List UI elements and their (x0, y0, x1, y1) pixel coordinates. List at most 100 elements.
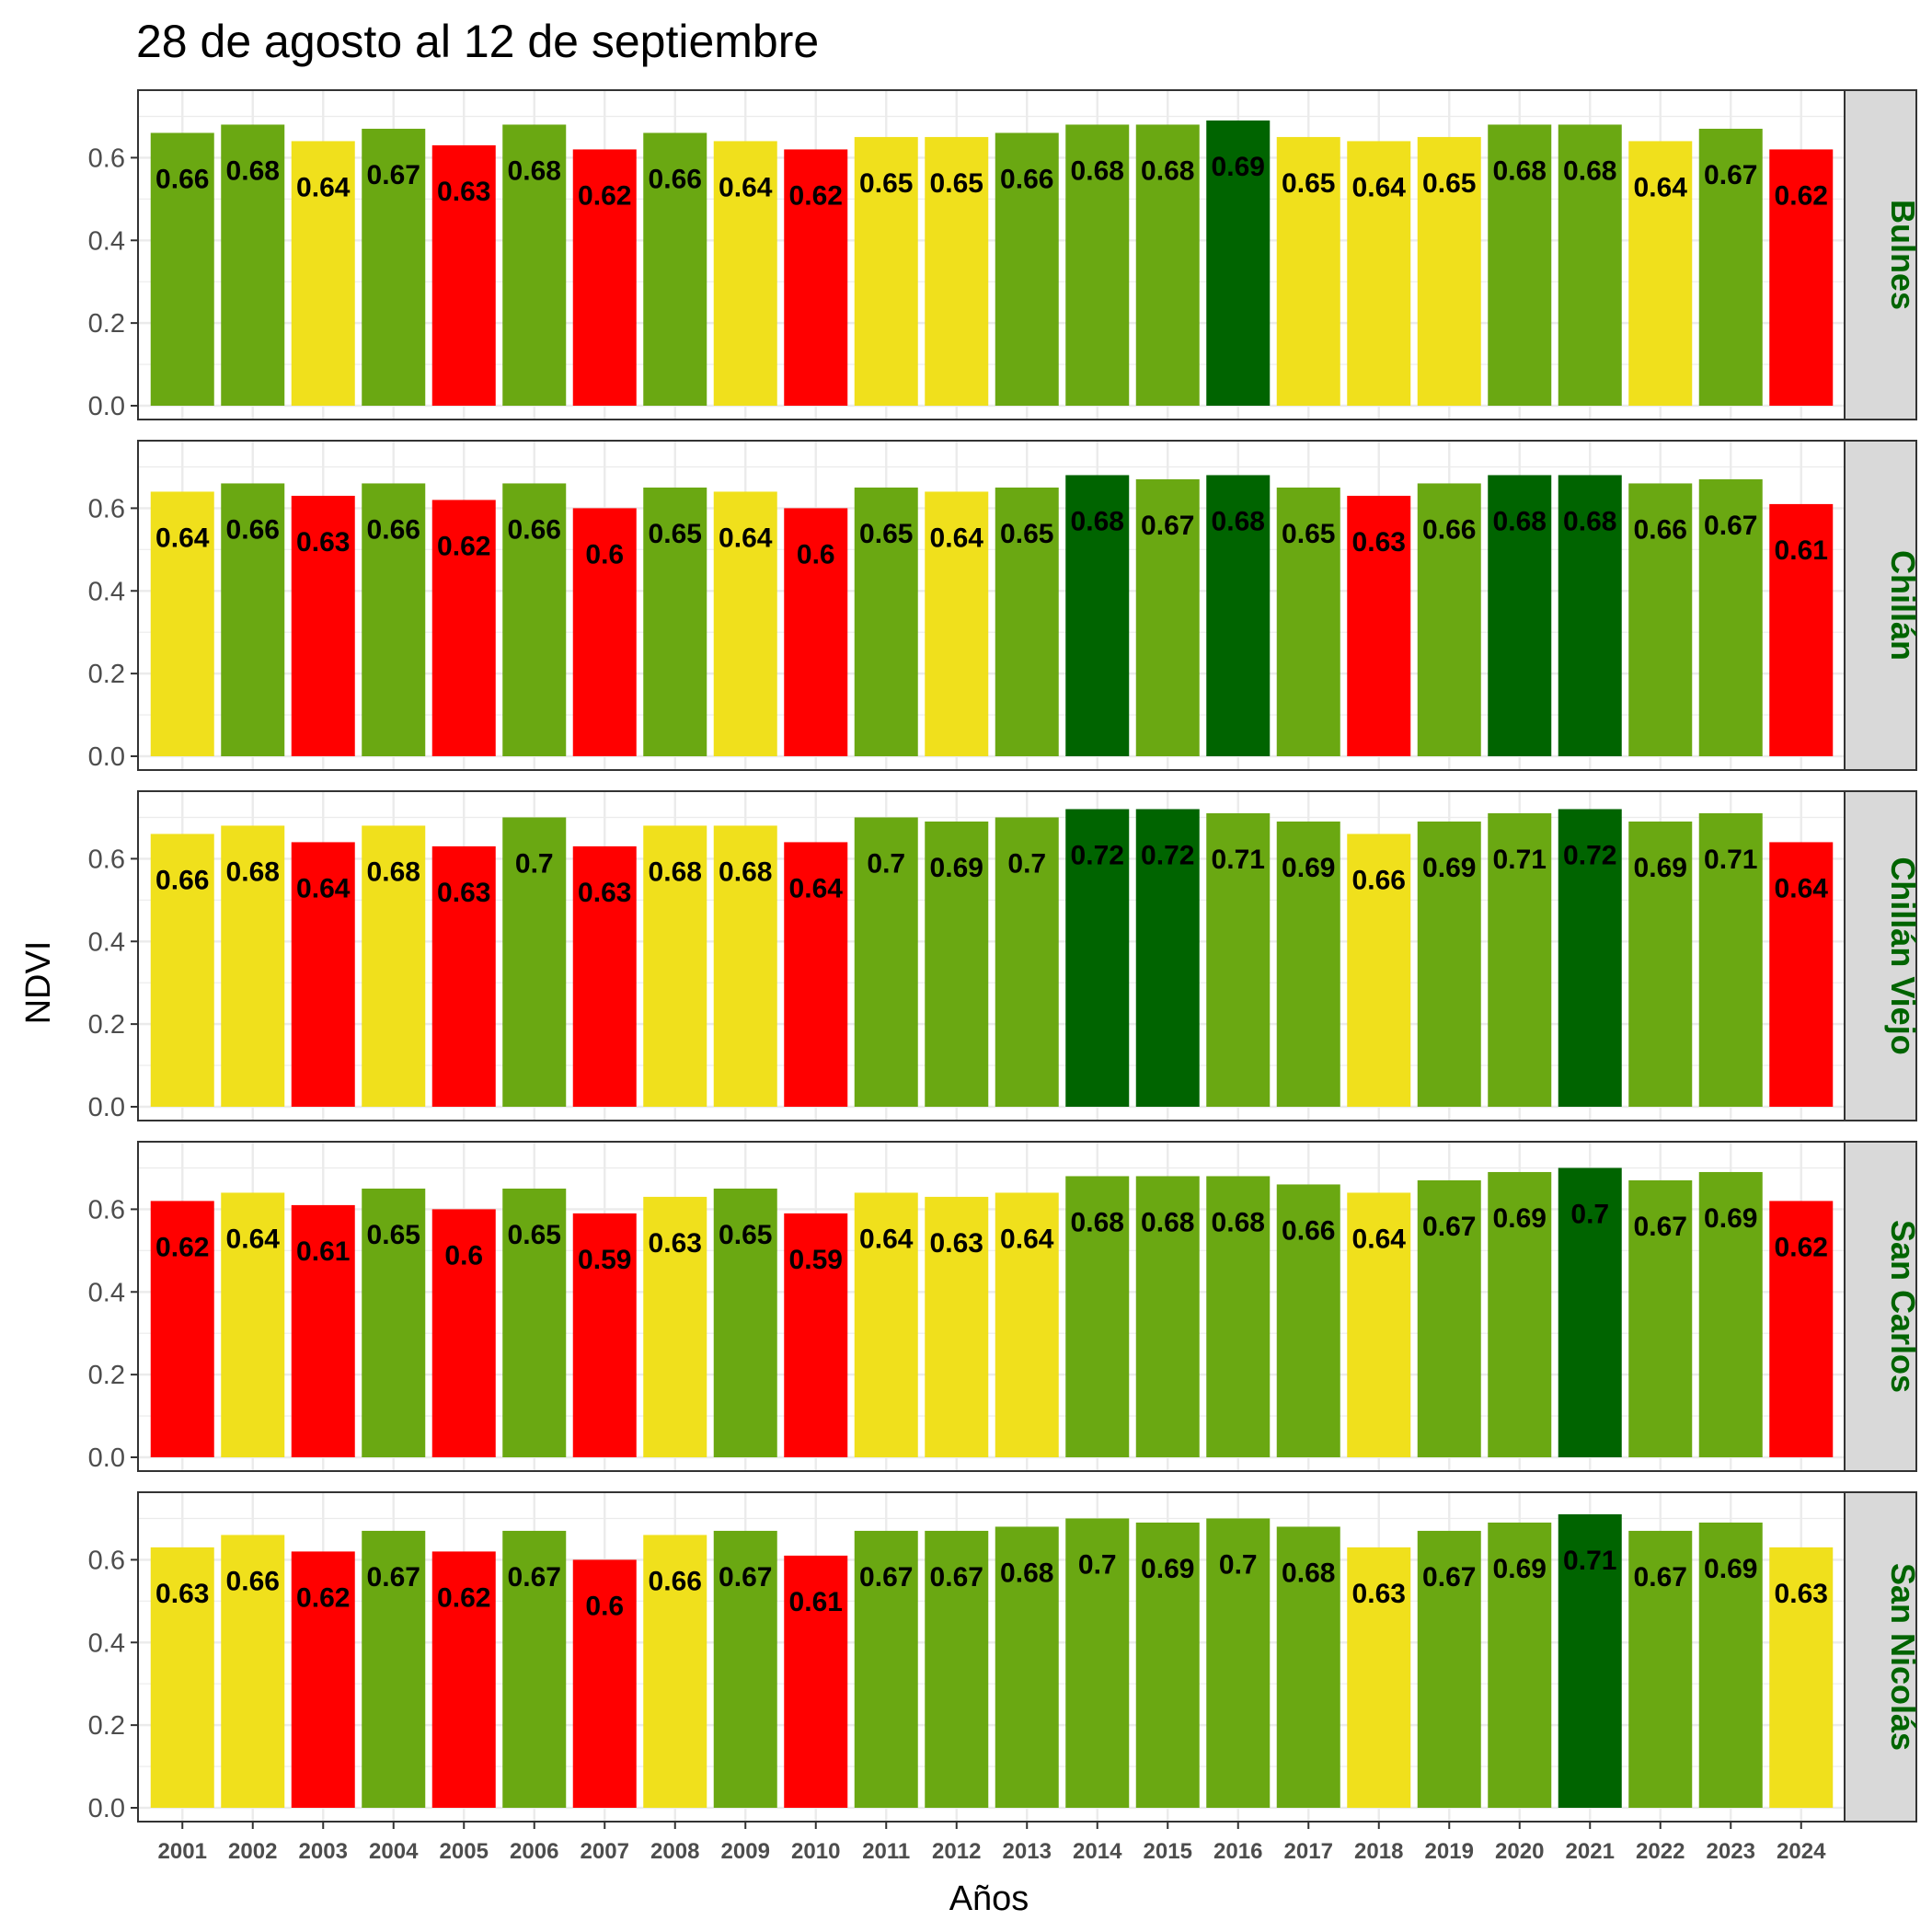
facet-strip-label: San Nicolás (1884, 1563, 1922, 1751)
x-tick-label: 2018 (1354, 1839, 1403, 1864)
facet-strip-label: Chillán Viejo (1884, 857, 1922, 1054)
bar-value-label: 0.67 (1422, 1212, 1476, 1242)
bar (1488, 124, 1552, 406)
bar (221, 1535, 285, 1808)
bar (1698, 478, 1763, 756)
bar-value-label: 0.64 (930, 523, 984, 553)
bar (1135, 124, 1200, 406)
bar (1769, 842, 1834, 1107)
facet-strip (1844, 440, 1917, 771)
bar (1135, 1522, 1200, 1808)
bar (925, 1530, 989, 1808)
bar (1347, 495, 1411, 756)
bar-value-label: 0.65 (859, 168, 913, 199)
facet-panel: 0.66 0.68 0.64 0.68 0.63 0.7 0.63 0.68 0.68 0.64 0… (88, 790, 1922, 1122)
y-tick-label: 0.4 (88, 927, 125, 957)
bar (1135, 1176, 1200, 1457)
bar-value-label: 0.66 (155, 164, 209, 194)
bar (1206, 1176, 1271, 1457)
bar (1698, 1522, 1763, 1808)
bar (1628, 1530, 1693, 1808)
x-tick-label: 2003 (299, 1839, 348, 1864)
y-tick-label: 0.2 (88, 309, 125, 339)
bar-value-label: 0.62 (437, 531, 490, 561)
bar (854, 1530, 918, 1808)
bar (1065, 1176, 1130, 1457)
bar (362, 128, 426, 407)
bar (150, 834, 214, 1107)
bar (221, 1192, 285, 1457)
bar (1698, 128, 1763, 407)
bar-value-label: 0.71 (1212, 845, 1265, 875)
bar (643, 487, 707, 756)
bar-value-label: 0.68 (1071, 155, 1124, 186)
bar (1417, 483, 1481, 756)
bar-value-label: 0.72 (1141, 840, 1194, 870)
bar-value-label: 0.67 (508, 1562, 561, 1593)
bar-value-label: 0.61 (789, 1587, 843, 1617)
bar-value-label: 0.66 (1634, 514, 1687, 545)
bar (854, 487, 918, 756)
bar (1417, 821, 1481, 1107)
bar-value-label: 0.68 (1071, 506, 1124, 536)
x-tick-label: 2012 (932, 1839, 981, 1864)
y-axis-title: NDVI (19, 941, 58, 1025)
x-tick-label: 2020 (1495, 1839, 1544, 1864)
bar-value-label: 0.68 (1493, 155, 1547, 186)
bar-value-label: 0.66 (649, 164, 702, 194)
bar-value-label: 0.64 (155, 523, 210, 553)
bar-value-label: 0.67 (1704, 511, 1757, 541)
bar-value-label: 0.65 (719, 1220, 772, 1250)
bar (1135, 478, 1200, 756)
bar (221, 483, 285, 756)
bar (502, 817, 567, 1107)
bar-value-label: 0.65 (1282, 519, 1335, 549)
bar-value-label: 0.7 (867, 848, 905, 879)
bar (1276, 136, 1340, 406)
bar-value-label: 0.72 (1071, 840, 1124, 870)
bar (362, 1530, 426, 1808)
bar-value-label: 0.65 (930, 168, 983, 199)
bar (221, 124, 285, 406)
y-tick-label: 0.6 (88, 494, 125, 523)
bar-value-label: 0.66 (1282, 1215, 1335, 1246)
bar (1206, 1518, 1271, 1808)
bar (1347, 1192, 1411, 1457)
bar-value-label: 0.62 (1775, 180, 1828, 211)
bar (1065, 475, 1130, 756)
bar (1065, 1518, 1130, 1808)
facet-strip (1844, 1491, 1917, 1823)
chart-title: 28 de agosto al 12 de septiembre (136, 16, 819, 67)
bar-value-label: 0.67 (367, 160, 420, 190)
bar (431, 1209, 496, 1457)
bar-value-label: 0.62 (578, 180, 631, 211)
bar (291, 495, 355, 756)
bar-value-label: 0.68 (226, 155, 280, 186)
bar (1558, 475, 1622, 756)
bar-value-label: 0.66 (367, 514, 420, 545)
bar (1417, 1179, 1481, 1457)
bar (1769, 1547, 1834, 1808)
bar-value-label: 0.72 (1563, 840, 1616, 870)
bar-value-label: 0.65 (508, 1220, 561, 1250)
bar-value-label: 0.71 (1704, 845, 1757, 875)
bar-value-label: 0.69 (1141, 1554, 1194, 1584)
bar (925, 1196, 989, 1457)
bar-value-label: 0.64 (1352, 1224, 1407, 1254)
bar (713, 1530, 777, 1808)
bar-value-label: 0.63 (437, 878, 490, 908)
bar (925, 491, 989, 756)
bar-value-label: 0.67 (719, 1562, 772, 1593)
bar (854, 136, 918, 406)
bar-value-label: 0.65 (367, 1220, 420, 1250)
bar-value-label: 0.68 (1141, 1207, 1194, 1237)
bar (1206, 812, 1271, 1107)
bar-value-label: 0.66 (1352, 865, 1406, 895)
y-tick-label: 0.4 (88, 1278, 125, 1307)
bar-value-label: 0.68 (1071, 1207, 1124, 1237)
bar (643, 825, 707, 1107)
x-tick-label: 2002 (228, 1839, 277, 1864)
bar (925, 136, 989, 406)
bar (572, 845, 637, 1107)
bar-value-label: 0.68 (508, 155, 561, 186)
